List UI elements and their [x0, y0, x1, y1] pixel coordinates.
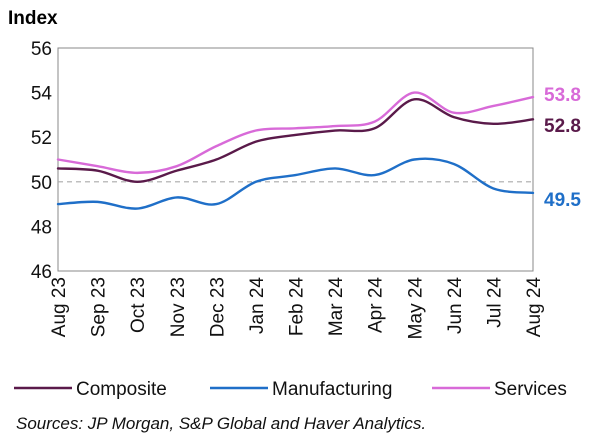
end-label-composite: 52.8 — [544, 116, 581, 137]
legend: Composite Manufacturing Services — [14, 379, 567, 400]
x-tick-label: Mar 24 — [326, 277, 347, 337]
plot-frame — [57, 47, 534, 272]
y-tick-label: 52 — [31, 128, 52, 149]
x-tick-label: May 24 — [405, 277, 426, 340]
x-tick-label: Nov 23 — [168, 277, 189, 337]
y-tick-label: 48 — [31, 217, 52, 238]
legend-label-services: Services — [494, 379, 567, 400]
x-tick-label: Jun 24 — [445, 277, 466, 334]
x-tick-label: Feb 24 — [287, 277, 308, 337]
x-tick-label: Dec 23 — [207, 277, 228, 337]
legend-label-manufacturing: Manufacturing — [272, 379, 392, 400]
y-tick-label: 56 — [31, 39, 52, 60]
x-tick-label: Apr 24 — [366, 277, 387, 333]
x-tick-label: Aug 24 — [524, 277, 545, 338]
series-line-manufacturing — [56, 157, 535, 210]
series-line-composite — [56, 98, 535, 183]
x-tick-label: Sep 23 — [89, 277, 110, 337]
y-tick-label: 54 — [31, 84, 53, 105]
x-tick-label: Jan 24 — [247, 277, 268, 334]
y-axis-title: Index — [8, 8, 58, 29]
series-lines — [56, 91, 535, 210]
x-tick-label: Jul 24 — [484, 277, 505, 328]
y-tick-label: 46 — [31, 262, 52, 283]
end-labels: 52.8 49.5 53.8 — [544, 85, 581, 211]
x-tick-label: Oct 23 — [128, 277, 149, 333]
y-tick-label: 50 — [31, 173, 52, 194]
end-label-manufacturing: 49.5 — [544, 190, 581, 211]
source-note: Sources: JP Morgan, S&P Global and Haver… — [16, 414, 427, 433]
y-axis-ticks: 46 48 50 52 54 56 — [31, 39, 53, 283]
series-line-services — [56, 91, 535, 175]
legend-label-composite: Composite — [76, 379, 167, 400]
x-tick-label: Aug 23 — [49, 277, 70, 337]
end-label-services: 53.8 — [544, 85, 581, 106]
x-axis-ticks: Aug 23 Sep 23 Oct 23 Nov 23 Dec 23 Jan 24 Feb … — [49, 277, 545, 340]
